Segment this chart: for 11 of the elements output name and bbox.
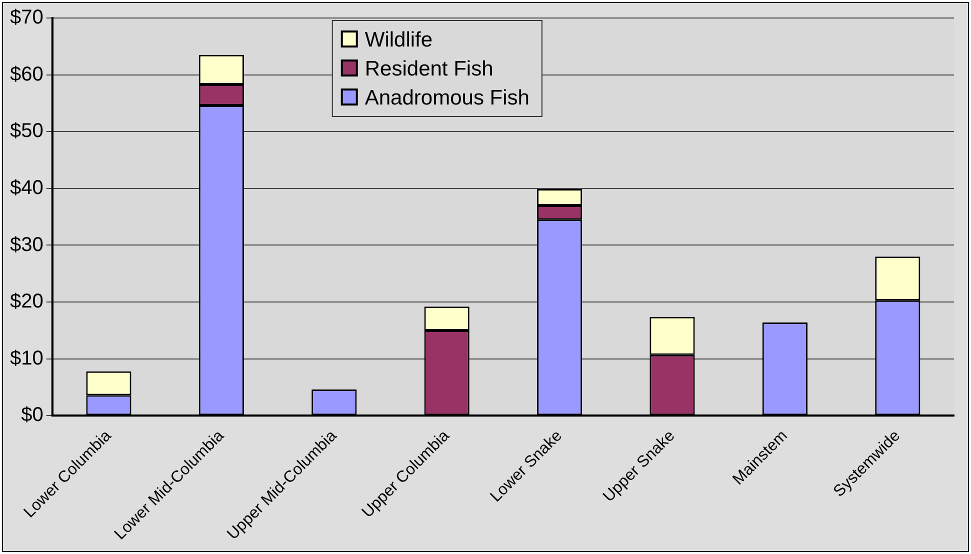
legend-label: Wildlife xyxy=(364,28,433,52)
y-tick-label: $40 xyxy=(10,176,44,199)
y-tick-label: $30 xyxy=(10,234,44,256)
legend-label: Resident Fish xyxy=(364,57,494,80)
y-tick-label: $0 xyxy=(21,404,44,426)
y-tick-label: $60 xyxy=(10,63,44,86)
y-tick-label: $20 xyxy=(10,290,44,313)
y-tick-label: $70 xyxy=(10,6,44,29)
legend-label: Anadromous Fish xyxy=(364,86,530,110)
y-tick-label: $10 xyxy=(10,347,44,370)
y-tick-label: $50 xyxy=(10,120,44,142)
